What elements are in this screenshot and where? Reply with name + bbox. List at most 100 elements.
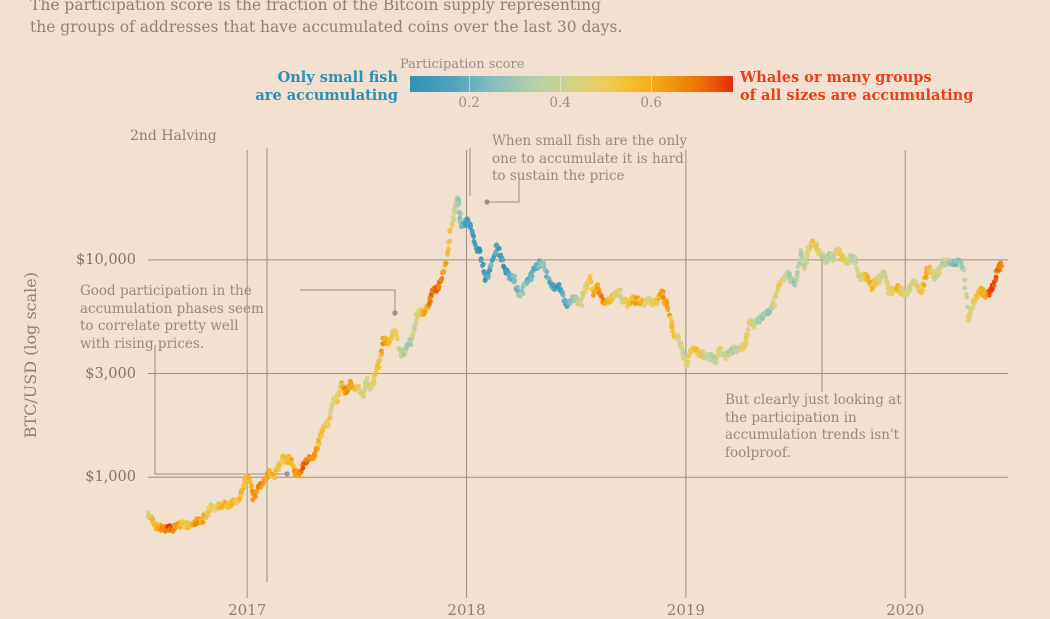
data-point [488, 262, 494, 268]
data-point [341, 385, 347, 391]
annotation-leader-lines [154, 148, 825, 582]
data-point [477, 247, 483, 253]
data-point [616, 287, 622, 293]
data-point [450, 222, 455, 228]
data-point [907, 285, 913, 291]
data-point [865, 274, 871, 280]
colorbar-tick-label: 0.2 [458, 95, 480, 111]
data-point [775, 288, 780, 293]
data-point [441, 268, 446, 274]
data-point [252, 494, 258, 500]
data-point [953, 262, 959, 268]
scatter-points [145, 195, 1005, 534]
data-point [319, 432, 325, 438]
x-tick-label: 2017 [228, 601, 267, 619]
data-point [669, 320, 675, 326]
data-point [899, 285, 905, 291]
data-point [372, 381, 377, 386]
data-point [312, 453, 318, 458]
y-tick-label: $3,000 [85, 365, 136, 382]
data-point [962, 285, 968, 291]
data-point [394, 329, 399, 335]
data-point [588, 279, 594, 285]
data-point [360, 392, 366, 398]
data-point [881, 270, 887, 275]
legend-high-label: Whales or many groups of all sizes are a… [740, 69, 973, 105]
data-point [496, 246, 502, 251]
annotation-small-fish: When small fish are the only one to accum… [492, 133, 688, 186]
data-point [457, 211, 463, 217]
data-point [446, 246, 451, 252]
data-point [838, 248, 843, 253]
gridlines [148, 150, 1008, 598]
data-point [245, 475, 251, 480]
data-point [150, 516, 156, 522]
data-point [668, 315, 673, 320]
annotation-good-participation-line-1: Good participation in the [80, 283, 252, 299]
data-point [787, 271, 792, 276]
data-point [923, 275, 929, 280]
data-point [961, 267, 967, 273]
data-point [439, 276, 445, 281]
colorbar-tick-label: 0.4 [549, 95, 571, 111]
data-point [679, 344, 684, 350]
data-point [471, 234, 476, 239]
annotation-foolproof-line-3: accumulation trends isn't [725, 427, 900, 444]
data-point [814, 243, 820, 248]
data-point [723, 356, 728, 362]
subtitle-line-1: The participation score is the fraction … [30, 0, 602, 14]
legend-high-line-2: of all sizes are accumulating [740, 87, 974, 105]
data-point [664, 300, 670, 306]
annotation-good-participation-line-2: accumulation phases seem [80, 300, 264, 317]
data-point [682, 356, 687, 361]
data-point [315, 446, 321, 452]
data-point [675, 335, 681, 341]
participation-colorbar [410, 76, 733, 92]
data-point [993, 277, 999, 282]
data-point [562, 297, 568, 303]
data-point [802, 263, 808, 269]
data-point [486, 273, 491, 278]
leader-dot [284, 471, 290, 477]
data-point [855, 268, 861, 274]
leader-line [489, 178, 520, 203]
data-point [921, 282, 927, 288]
annotation-small-fish-line-1: When small fish are the only [492, 133, 688, 149]
data-point [205, 512, 211, 518]
data-point [412, 326, 417, 332]
data-point [799, 254, 805, 259]
data-point [670, 328, 675, 334]
data-point [670, 324, 675, 330]
data-point [326, 421, 331, 427]
x-tick-label: 2019 [666, 601, 705, 619]
data-point [541, 262, 547, 268]
annotation-foolproof: But clearly just looking at the participa… [725, 392, 905, 462]
data-point [249, 483, 255, 489]
legend-title: Participation score [400, 57, 525, 72]
data-point [529, 273, 535, 279]
data-point [937, 270, 942, 275]
data-point [970, 304, 976, 310]
data-point [912, 278, 918, 284]
data-point [377, 358, 383, 363]
data-point [364, 375, 370, 381]
data-point [767, 310, 772, 315]
leader-dot [484, 199, 490, 205]
data-point [792, 282, 798, 288]
y-tick-label: $1,000 [85, 469, 136, 486]
data-point [414, 317, 419, 323]
data-point [242, 482, 248, 488]
data-point [618, 293, 623, 298]
chart-subtitle: The participation score is the fraction … [30, 0, 622, 39]
data-point [941, 257, 947, 263]
data-point [448, 227, 453, 233]
data-point [500, 257, 506, 263]
data-point [965, 304, 970, 310]
data-point [300, 465, 306, 471]
data-point [443, 260, 449, 266]
legend-low-line-1: Only small fish [277, 69, 398, 86]
data-point [685, 359, 691, 365]
data-point [745, 327, 751, 332]
legend-low-label: Only small fish are accumulating [255, 69, 398, 105]
data-point [794, 274, 800, 280]
